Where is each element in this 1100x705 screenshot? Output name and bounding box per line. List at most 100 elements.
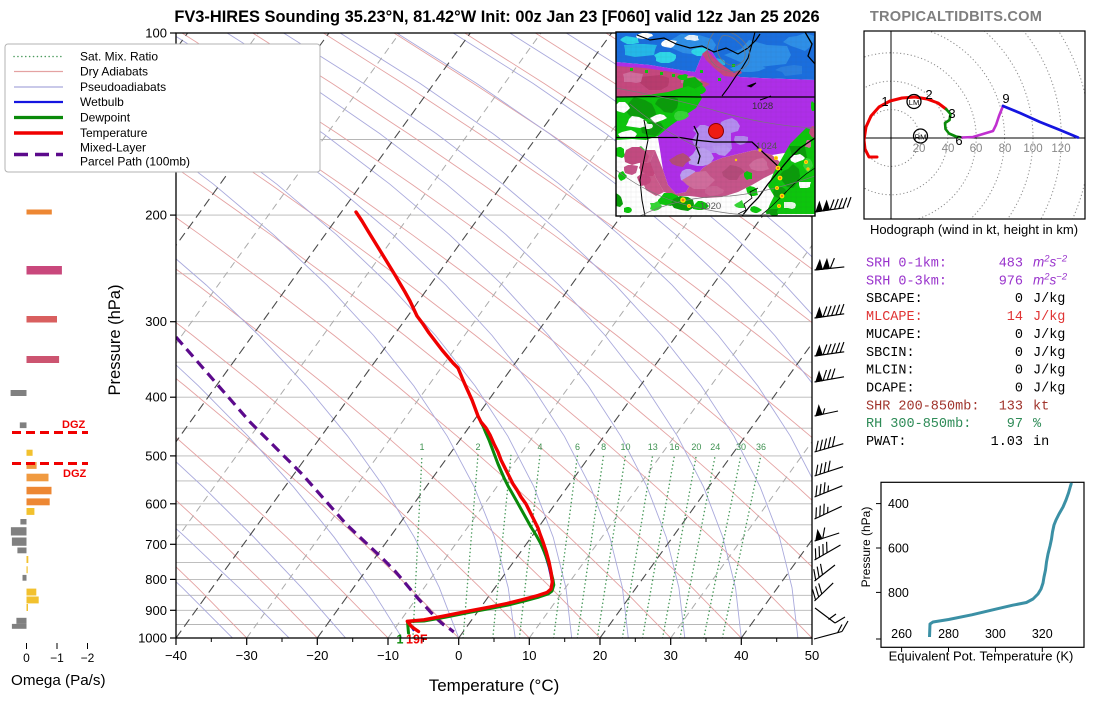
svg-text:500: 500 [145,448,167,463]
svg-text:700: 700 [145,537,167,552]
svg-text:320: 320 [1032,627,1053,641]
svg-text:100: 100 [1023,143,1042,155]
svg-text:36: 36 [756,442,766,452]
svg-text:0: 0 [455,648,462,663]
svg-text:1028: 1028 [752,101,773,112]
svg-text:24: 24 [710,442,720,452]
svg-text:900: 900 [145,603,167,618]
svg-text:10: 10 [620,442,630,452]
svg-text:RH 300-850mb:: RH 300-850mb: [866,417,971,432]
svg-text:DGZ: DGZ [63,468,87,480]
svg-text:−40: −40 [165,648,187,663]
svg-text:483: 483 [999,257,1023,272]
svg-text:PWAT:: PWAT: [866,435,907,450]
svg-text:0: 0 [1015,328,1023,343]
svg-text:4: 4 [537,442,542,452]
svg-text:SRH 0-1km:: SRH 0-1km: [866,257,947,272]
svg-text:20: 20 [593,648,607,663]
svg-text:−10: −10 [377,648,399,663]
svg-text:1: 1 [881,94,888,109]
svg-text:1: 1 [419,442,424,452]
svg-text:120: 120 [1051,143,1070,155]
svg-text:Sat. Mix. Ratio: Sat. Mix. Ratio [80,50,158,64]
svg-text:Omega (Pa/s): Omega (Pa/s) [11,672,106,689]
svg-text:16: 16 [669,442,679,452]
svg-text:−20: −20 [306,648,328,663]
svg-text:600: 600 [145,496,167,511]
svg-text:DCAPE:: DCAPE: [866,382,915,397]
svg-text:Pressure (hPa): Pressure (hPa) [859,507,873,588]
svg-text:97: 97 [1007,417,1023,432]
svg-text:30: 30 [663,648,677,663]
svg-text:2: 2 [475,442,480,452]
svg-text:30: 30 [736,442,746,452]
svg-text:0: 0 [1015,382,1023,397]
svg-text:−1: −1 [50,651,64,665]
svg-text:−30: −30 [236,648,258,663]
svg-text:0: 0 [1015,292,1023,307]
svg-text:J/kg: J/kg [1033,328,1065,343]
svg-text:Temperature (°C): Temperature (°C) [429,676,560,695]
svg-text:Mixed-Layer: Mixed-Layer [80,141,146,155]
svg-text:SHR 200-850mb:: SHR 200-850mb: [866,399,979,414]
svg-text:SBCAPE:: SBCAPE: [866,292,923,307]
svg-text:MLCAPE:: MLCAPE: [866,310,923,325]
svg-text:0: 0 [1015,364,1023,379]
svg-text:400: 400 [145,390,167,405]
svg-text:19F: 19F [406,633,428,647]
svg-text:MLCIN:: MLCIN: [866,364,915,379]
svg-text:J/kg: J/kg [1033,292,1065,307]
svg-text:Temperature: Temperature [80,126,148,140]
svg-text:280: 280 [938,627,959,641]
svg-text:in: in [1033,435,1049,450]
svg-text:200: 200 [145,208,167,223]
svg-text:Pseudoadiabats: Pseudoadiabats [80,80,166,94]
svg-text:MUCAPE:: MUCAPE: [866,328,923,343]
svg-text:40: 40 [734,648,748,663]
svg-text:9: 9 [1002,91,1009,106]
svg-text:260: 260 [891,627,912,641]
svg-text:1020: 1020 [700,201,721,212]
svg-text:400: 400 [888,497,909,511]
svg-text:6: 6 [575,442,580,452]
svg-text:300: 300 [145,314,167,329]
svg-text:Pressure (hPa): Pressure (hPa) [106,285,124,396]
svg-text:80: 80 [999,143,1012,155]
svg-text:50: 50 [805,648,819,663]
svg-text:13: 13 [648,442,658,452]
svg-text:3: 3 [948,106,955,121]
svg-text:133: 133 [999,399,1023,414]
svg-text:J/kg: J/kg [1033,310,1065,325]
svg-text:976: 976 [999,274,1023,289]
svg-text:J/kg: J/kg [1033,382,1065,397]
svg-text:800: 800 [888,586,909,600]
svg-text:%: % [1033,417,1042,432]
svg-text:DGZ: DGZ [62,419,86,431]
svg-text:−2: −2 [81,651,95,665]
svg-text:J/kg: J/kg [1033,346,1065,361]
svg-text:6: 6 [955,133,962,148]
svg-text:1000: 1000 [138,631,167,646]
svg-text:1.03: 1.03 [991,435,1023,450]
svg-text:600: 600 [888,542,909,556]
svg-text:2: 2 [925,87,932,102]
svg-text:RM: RM [915,133,927,142]
svg-text:SRH 0-3km:: SRH 0-3km: [866,274,947,289]
svg-text:Dewpoint: Dewpoint [80,111,131,125]
svg-text:1: 1 [397,633,404,647]
svg-text:LM: LM [909,98,919,107]
svg-text:J/kg: J/kg [1033,364,1065,379]
svg-text:0: 0 [23,651,30,665]
svg-text:0: 0 [1015,346,1023,361]
svg-text:FV3-HIRES Sounding 35.23°N, 81: FV3-HIRES Sounding 35.23°N, 81.42°W Init… [174,8,819,26]
svg-text:Dry Adiabats: Dry Adiabats [80,65,148,79]
svg-text:20: 20 [913,143,926,155]
svg-text:kt: kt [1033,399,1049,414]
svg-text:Wetbulb: Wetbulb [80,95,124,109]
svg-text:60: 60 [970,143,983,155]
svg-text:20: 20 [691,442,701,452]
svg-text:10: 10 [522,648,536,663]
svg-text:Equivalent Pot. Temperature (K: Equivalent Pot. Temperature (K) [889,649,1074,664]
svg-text:40: 40 [942,143,955,155]
svg-text:800: 800 [145,572,167,587]
